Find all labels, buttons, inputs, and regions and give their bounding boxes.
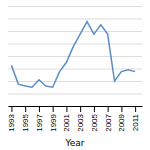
- y-tick: [8, 69, 142, 70]
- grid-line: [8, 6, 142, 7]
- y-tick: [8, 56, 142, 57]
- x-tick: 1999: [49, 106, 58, 132]
- x-tick-label: 1995: [21, 113, 30, 131]
- x-tick-label: 1993: [7, 113, 16, 131]
- x-axis-title: Year: [64, 138, 84, 148]
- plot-area: 1993 1995 1997 1999 2001 2003 2005 2007 2009 2011: [7, 7, 142, 132]
- x-tick: 2011: [131, 106, 140, 131]
- marks: [11, 22, 135, 88]
- y-tick: [8, 6, 142, 7]
- x-tick: 1993: [7, 106, 16, 132]
- x-tick: 1995: [21, 106, 30, 132]
- y-tick: [8, 94, 142, 95]
- x-tick-label: 2009: [117, 113, 126, 131]
- line: [11, 22, 135, 88]
- x-tick: 2005: [90, 106, 99, 132]
- x-axis: 1993 1995 1997 1999 2001 2003 2005 2007 2009 2011: [7, 106, 142, 132]
- y-tick: [8, 31, 142, 32]
- x-tick-label: 2011: [131, 113, 140, 131]
- grid-line: [8, 94, 142, 95]
- chart: 1993 1995 1997 1999 2001 2003 2005 2007 2009 2011…: [0, 0, 150, 150]
- x-tick: 2007: [104, 106, 113, 132]
- x-tick-label: 2003: [76, 113, 85, 131]
- y-tick: [8, 81, 142, 82]
- y-axis: [8, 7, 142, 107]
- x-tick-label: 1997: [35, 113, 44, 131]
- y-tick: [8, 19, 142, 20]
- tick-mark: [66, 106, 67, 112]
- grid-line: [8, 69, 142, 70]
- grid-line: [8, 81, 142, 82]
- tick-mark: [135, 106, 136, 112]
- x-tick-label: 2007: [104, 113, 113, 131]
- tick-mark: [53, 106, 54, 112]
- grid-line: [8, 31, 142, 32]
- x-tick-label: 2001: [62, 113, 71, 131]
- tick-mark: [25, 106, 26, 112]
- x-tick: 2001: [62, 106, 71, 132]
- x-tick: 2009: [117, 106, 126, 132]
- tick-mark: [39, 106, 40, 112]
- x-tick-label: 1999: [49, 113, 58, 131]
- x-tick: 1997: [35, 106, 44, 132]
- x-tick: 2003: [76, 106, 85, 132]
- tick-mark: [121, 106, 122, 112]
- x-axis-line: [9, 106, 143, 107]
- tick-mark: [80, 106, 81, 112]
- grid-line: [8, 56, 142, 57]
- grid-line: [8, 19, 142, 20]
- tick-mark: [108, 106, 109, 112]
- tick-mark: [94, 106, 95, 112]
- tick-mark: [11, 106, 12, 112]
- x-tick-label: 2005: [90, 113, 99, 131]
